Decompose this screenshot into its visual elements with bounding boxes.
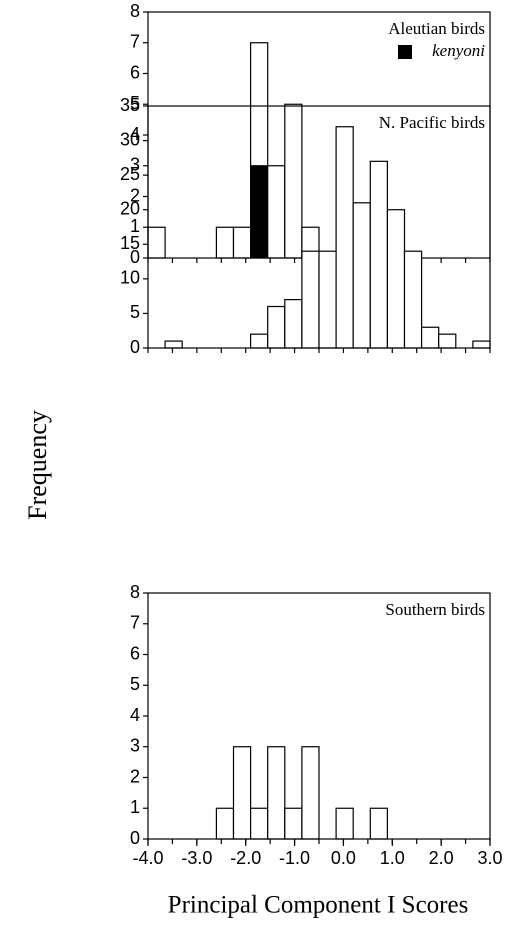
y-axis-label: Frequency bbox=[23, 410, 52, 520]
y-tick-label: 30 bbox=[120, 129, 140, 149]
bar bbox=[284, 807, 303, 840]
bar bbox=[386, 209, 406, 349]
bar bbox=[403, 250, 423, 349]
y-tick-label: 7 bbox=[130, 613, 140, 633]
bar bbox=[267, 305, 286, 349]
bar bbox=[250, 165, 269, 259]
y-tick-label: 3 bbox=[130, 155, 140, 175]
bar bbox=[232, 746, 252, 840]
y-tick-label: 4 bbox=[130, 124, 140, 144]
bar bbox=[369, 807, 388, 840]
bar bbox=[267, 746, 286, 840]
bar bbox=[250, 333, 269, 349]
y-tick-label: 6 bbox=[130, 643, 140, 663]
bar bbox=[267, 165, 286, 259]
bar bbox=[215, 807, 235, 840]
y-tick-label: 2 bbox=[130, 185, 140, 205]
bar bbox=[472, 340, 491, 349]
x-tick-label: 1.0 bbox=[380, 848, 405, 868]
x-tick-label: 0.0 bbox=[331, 848, 356, 868]
y-tick-label: 1 bbox=[130, 797, 140, 817]
legend-swatch bbox=[398, 45, 412, 59]
bar bbox=[215, 226, 235, 259]
panel-label: Southern birds bbox=[385, 600, 485, 619]
y-tick-label: 35 bbox=[120, 95, 140, 115]
bar bbox=[301, 250, 320, 349]
bar bbox=[250, 42, 269, 167]
y-tick-label: 2 bbox=[130, 766, 140, 786]
y-tick-label: 1 bbox=[130, 216, 140, 236]
bar bbox=[284, 103, 303, 259]
y-tick-label: 20 bbox=[120, 198, 140, 218]
y-tick-label: 3 bbox=[130, 736, 140, 756]
bar bbox=[301, 746, 320, 840]
bar bbox=[438, 333, 457, 349]
y-tick-label: 5 bbox=[130, 674, 140, 694]
x-tick-label: -4.0 bbox=[132, 848, 163, 868]
x-tick-label: -3.0 bbox=[181, 848, 212, 868]
y-tick-label: 15 bbox=[120, 233, 140, 253]
bar bbox=[147, 226, 166, 259]
y-tick-label: 0 bbox=[130, 247, 140, 267]
y-tick-label: 8 bbox=[130, 582, 140, 602]
y-tick-label: 4 bbox=[130, 705, 140, 725]
y-tick-label: 0 bbox=[130, 828, 140, 848]
y-tick-label: 6 bbox=[130, 62, 140, 82]
y-tick-label: 5 bbox=[130, 93, 140, 113]
y-tick-label: 0 bbox=[130, 337, 140, 357]
bar bbox=[335, 126, 354, 349]
panel-label: N. Pacific birds bbox=[379, 113, 485, 132]
y-tick-label: 8 bbox=[130, 1, 140, 21]
bar bbox=[352, 202, 371, 349]
x-tick-label: 2.0 bbox=[429, 848, 454, 868]
bar bbox=[250, 807, 269, 840]
bar bbox=[284, 299, 303, 349]
bar bbox=[318, 250, 337, 349]
bar bbox=[232, 226, 252, 259]
panel-label: Aleutian birds bbox=[388, 19, 485, 38]
legend-label: kenyoni bbox=[432, 41, 485, 60]
x-tick-label: -1.0 bbox=[279, 848, 310, 868]
y-tick-label: 7 bbox=[130, 32, 140, 52]
x-tick-label: -2.0 bbox=[230, 848, 261, 868]
bar bbox=[164, 340, 183, 349]
bar bbox=[421, 326, 440, 349]
y-tick-label: 10 bbox=[120, 268, 140, 288]
x-tick-label: 3.0 bbox=[477, 848, 502, 868]
bar bbox=[369, 160, 388, 349]
bar bbox=[335, 807, 354, 840]
y-tick-label: 5 bbox=[130, 302, 140, 322]
y-tick-label: 25 bbox=[120, 164, 140, 184]
x-axis-label: Principal Component I Scores bbox=[168, 892, 469, 919]
